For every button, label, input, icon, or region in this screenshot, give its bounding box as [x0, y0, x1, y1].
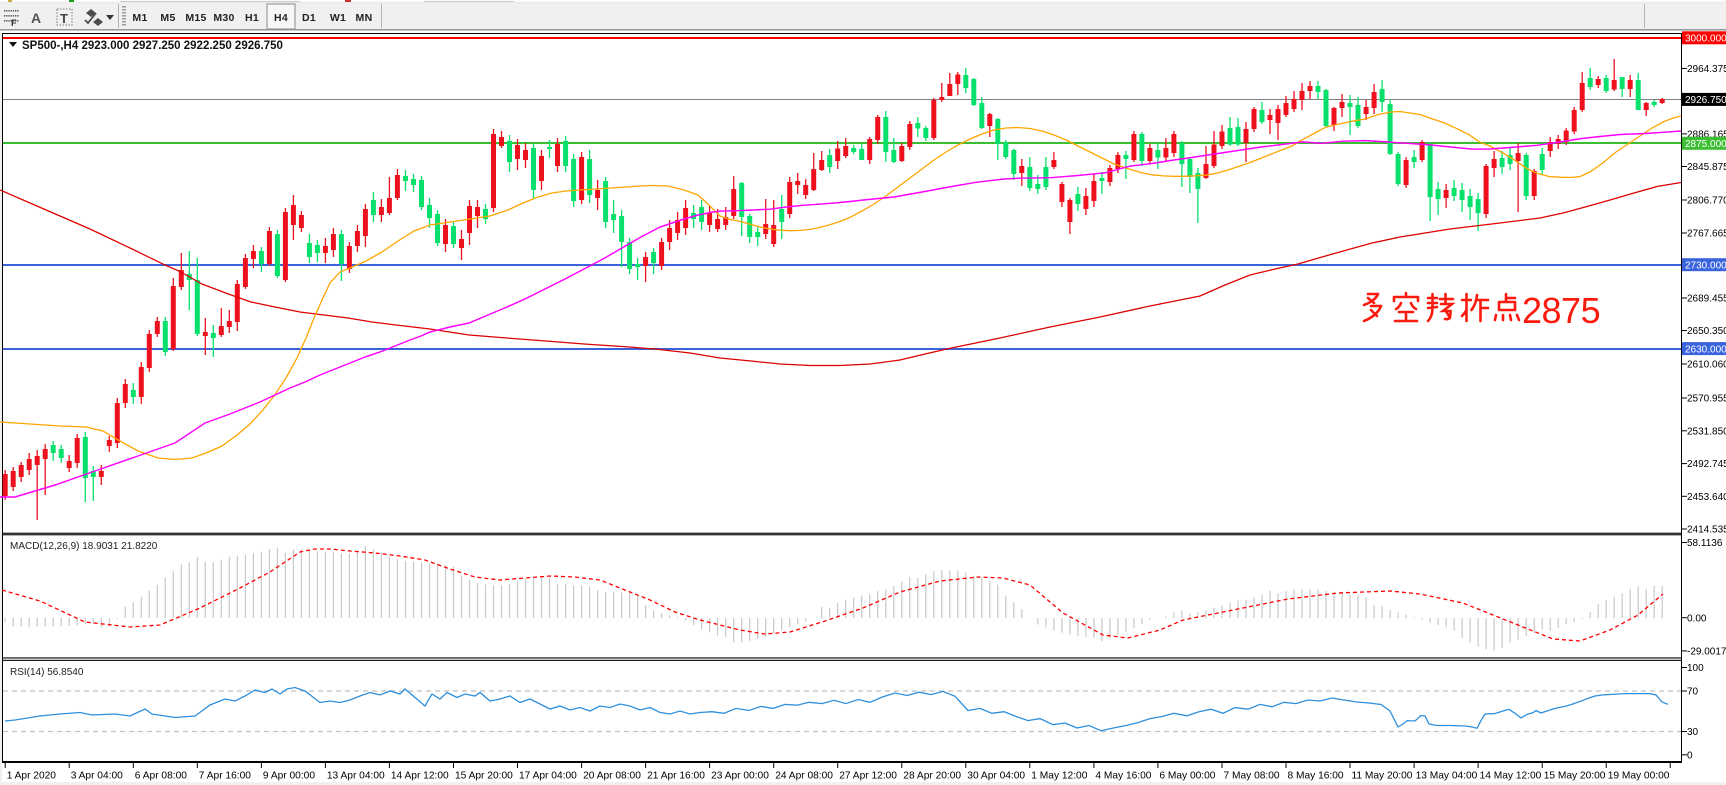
svg-text:W1: W1	[330, 12, 346, 24]
svg-text:100: 100	[1687, 663, 1704, 674]
svg-text:24 Apr 08:00: 24 Apr 08:00	[775, 771, 833, 782]
svg-text:M15: M15	[185, 12, 206, 24]
svg-text:70: 70	[1687, 687, 1699, 698]
svg-text:14 Apr 12:00: 14 Apr 12:00	[391, 771, 449, 782]
svg-text:20 Apr 08:00: 20 Apr 08:00	[583, 771, 641, 782]
svg-text:1 May 12:00: 1 May 12:00	[1031, 771, 1087, 782]
svg-text:SP500-,H4 2923.000 2927.250 2: SP500-,H4 2923.000 2927.250 2922.250 292…	[22, 40, 283, 52]
svg-text:T: T	[60, 11, 68, 26]
svg-text:30 Apr 04:00: 30 Apr 04:00	[967, 771, 1025, 782]
svg-text:2492.745: 2492.745	[1687, 459, 1726, 470]
svg-text:3 Apr 04:00: 3 Apr 04:00	[71, 771, 123, 782]
svg-text:9 Apr 00:00: 9 Apr 00:00	[263, 771, 315, 782]
svg-text:0.00: 0.00	[1687, 613, 1707, 624]
svg-text:2886.165: 2886.165	[1687, 130, 1726, 141]
svg-text:27 Apr 12:00: 27 Apr 12:00	[839, 771, 897, 782]
svg-text:H4: H4	[274, 12, 288, 24]
svg-text:MN: MN	[356, 12, 373, 24]
svg-text:2570.955: 2570.955	[1687, 394, 1726, 405]
svg-text:3000.000: 3000.000	[1685, 34, 1726, 45]
svg-text:2453.640: 2453.640	[1687, 492, 1726, 503]
svg-text:2875.000: 2875.000	[1685, 139, 1726, 150]
svg-text:17 Apr 04:00: 17 Apr 04:00	[519, 771, 577, 782]
svg-text:7 May 08:00: 7 May 08:00	[1224, 771, 1280, 782]
svg-text:6 May 00:00: 6 May 00:00	[1159, 771, 1215, 782]
svg-text:2964.375: 2964.375	[1687, 64, 1726, 75]
svg-text:M1: M1	[132, 12, 147, 24]
svg-text:30: 30	[1687, 727, 1699, 738]
svg-text:D1: D1	[302, 12, 316, 24]
svg-text:MACD(12,26,9) 18.9031 21.8220: MACD(12,26,9) 18.9031 21.8220	[10, 541, 158, 552]
svg-text:2689.455: 2689.455	[1687, 294, 1726, 305]
svg-text:19 May 00:00: 19 May 00:00	[1608, 771, 1670, 782]
svg-text:13 Apr 04:00: 13 Apr 04:00	[327, 771, 385, 782]
svg-text:14 May 12:00: 14 May 12:00	[1480, 771, 1542, 782]
svg-text:11 May 20:00: 11 May 20:00	[1352, 771, 1413, 782]
svg-text:23 Apr 00:00: 23 Apr 00:00	[711, 771, 769, 782]
svg-text:15 Apr 20:00: 15 Apr 20:00	[455, 771, 513, 782]
svg-text:2610.060: 2610.060	[1687, 360, 1726, 371]
svg-text:58.1136: 58.1136	[1687, 538, 1723, 549]
svg-text:6 Apr 08:00: 6 Apr 08:00	[135, 771, 187, 782]
svg-text:2630.000: 2630.000	[1685, 344, 1726, 355]
svg-text:2806.770: 2806.770	[1687, 196, 1726, 207]
svg-text:2414.535: 2414.535	[1687, 525, 1726, 536]
svg-text:F: F	[11, 18, 17, 28]
svg-text:0: 0	[1687, 750, 1693, 761]
svg-text:M30: M30	[213, 12, 234, 24]
svg-text:A: A	[31, 10, 41, 26]
svg-text:M5: M5	[160, 12, 175, 24]
svg-text:-29.0017: -29.0017	[1687, 647, 1726, 658]
svg-text:2845.875: 2845.875	[1687, 162, 1726, 173]
svg-text:2730.000: 2730.000	[1685, 260, 1726, 271]
svg-text:2650.350: 2650.350	[1687, 326, 1726, 337]
svg-text:13 May 04:00: 13 May 04:00	[1416, 771, 1478, 782]
svg-text:2767.665: 2767.665	[1687, 229, 1726, 240]
svg-text:8 May 16:00: 8 May 16:00	[1288, 771, 1344, 782]
svg-text:15 May 20:00: 15 May 20:00	[1544, 771, 1606, 782]
svg-text:2926.750: 2926.750	[1685, 95, 1726, 106]
svg-text:RSI(14) 56.8540: RSI(14) 56.8540	[10, 667, 84, 678]
svg-text:7 Apr 16:00: 7 Apr 16:00	[199, 771, 251, 782]
svg-text:2531.850: 2531.850	[1687, 426, 1726, 437]
svg-text:1 Apr 2020: 1 Apr 2020	[7, 771, 57, 782]
svg-text:H1: H1	[245, 12, 259, 24]
svg-text:4 May 16:00: 4 May 16:00	[1095, 771, 1151, 782]
svg-text:28 Apr 20:00: 28 Apr 20:00	[903, 771, 961, 782]
svg-text:2875: 2875	[1522, 290, 1600, 331]
svg-text:21 Apr 16:00: 21 Apr 16:00	[647, 771, 705, 782]
